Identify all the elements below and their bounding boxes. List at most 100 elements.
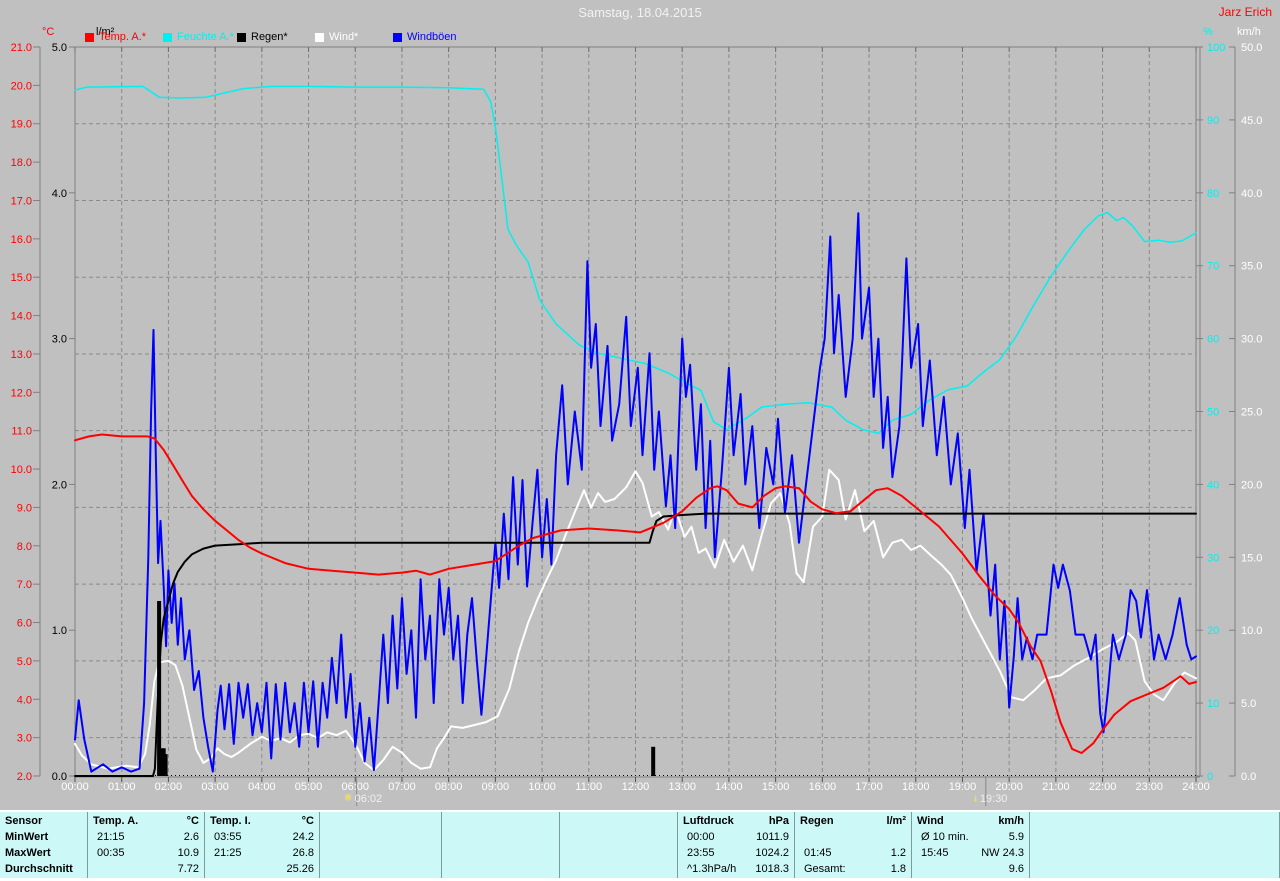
- table-cell-time: 23:55: [687, 847, 715, 859]
- temp-tick-label: 8.0: [17, 541, 32, 553]
- temp-tick-label: 12.0: [11, 387, 32, 399]
- time-tick-label: 20:00: [995, 781, 1023, 793]
- table-col-header: Temp. I.: [210, 815, 251, 827]
- table-col-temp-a: Temp. A. °C 21:15 2.6 00:35 10.9 7.72: [88, 812, 205, 878]
- time-tick-label: 10:00: [528, 781, 556, 793]
- time-tick-label: 01:00: [108, 781, 136, 793]
- wind-tick-label: 15.0: [1241, 552, 1262, 564]
- table-cell-value: 2.6: [183, 831, 199, 843]
- wind-tick-label: 30.0: [1241, 334, 1262, 346]
- table-row-label: MinWert: [5, 831, 49, 843]
- humidity-tick-label: 100: [1207, 42, 1225, 54]
- humidity-tick-label: 0: [1207, 771, 1213, 783]
- summary-table: Sensor MinWert MaxWert Durchschnitt Temp. A.…: [0, 810, 1280, 878]
- legend-swatch-icon: [315, 32, 324, 42]
- rain-bar: [651, 746, 656, 776]
- table-cell-time: [1035, 861, 1039, 877]
- time-tick-label: 24:00: [1182, 781, 1210, 793]
- table-cell-time: 21:25: [214, 847, 242, 859]
- table-cell-time: [447, 845, 451, 861]
- sunset-icon: ↓: [972, 793, 978, 804]
- table-cell-time: [917, 861, 921, 877]
- temp-tick-label: 21.0: [11, 42, 32, 54]
- table-cell-value: NW 24.3: [981, 847, 1024, 859]
- table-cell-time: [210, 861, 214, 877]
- table-cell-time: [565, 829, 569, 845]
- time-tick-label: 14:00: [715, 781, 743, 793]
- table-cell-value: 7.72: [177, 863, 199, 875]
- table-row-label: MaxWert: [5, 847, 51, 859]
- gridlines: [75, 47, 1196, 776]
- table-col-unit: °C: [301, 815, 314, 827]
- table-row-label: Durchschnitt: [5, 863, 73, 875]
- table-col-header: Temp. A.: [93, 815, 139, 827]
- rain-axis-unit: l/m²: [96, 26, 115, 38]
- time-tick-label: 09:00: [482, 781, 510, 793]
- time-tick-label: 03:00: [201, 781, 229, 793]
- time-tick-label: 02:00: [155, 781, 183, 793]
- humidity-tick-label: 60: [1207, 334, 1219, 346]
- legend-label: Wind*: [329, 31, 359, 43]
- rain-tick-label: 4.0: [52, 188, 67, 200]
- table-cell-time: [325, 845, 329, 861]
- table-col-regen: Regen l/m² 01:45 1.2 Gesamt: 1.8: [795, 812, 912, 878]
- table-cell-time: [565, 845, 569, 861]
- table-cell-time: 15:45: [921, 847, 949, 859]
- temp-tick-label: 14.0: [11, 311, 32, 323]
- time-tick-label: 13:00: [668, 781, 696, 793]
- table-col-header: Wind: [917, 815, 944, 827]
- table-cell-value: 1018.3: [755, 863, 789, 875]
- table-cell-value: 24.2: [292, 831, 314, 843]
- humidity-tick-label: 40: [1207, 479, 1219, 491]
- time-tick-label: 12:00: [622, 781, 650, 793]
- table-cell-value: 1.2: [890, 847, 906, 859]
- series-regen: [74, 512, 1197, 777]
- table-cell-value: 26.8: [292, 847, 314, 859]
- table-col-unit: hPa: [768, 815, 789, 827]
- wind-tick-label: 5.0: [1241, 698, 1256, 710]
- wind-tick-label: 40.0: [1241, 188, 1262, 200]
- temp-tick-label: 15.0: [11, 272, 32, 284]
- table-col-luftdruck: Luftdruck hPa 00:00 1011.9 23:55 1024.2 ^1.3hP…: [678, 812, 795, 878]
- table-col-header: Regen: [800, 815, 834, 827]
- temp-tick-label: 2.0: [17, 771, 32, 783]
- legend-label: Windböen: [407, 31, 457, 43]
- humidity-tick-label: 70: [1207, 261, 1219, 273]
- table-cell-time: [565, 861, 569, 877]
- temp-tick-label: 16.0: [11, 234, 32, 246]
- time-tick-label: 08:00: [435, 781, 463, 793]
- time-tick-label: 23:00: [1136, 781, 1164, 793]
- table-col-temp-i: Temp. I. °C 03:55 24.2 21:25 26.8 25.26: [205, 812, 320, 878]
- temp-tick-label: 18.0: [11, 157, 32, 169]
- temp-tick-label: 19.0: [11, 119, 32, 131]
- temp-tick-label: 20.0: [11, 80, 32, 92]
- series: [74, 85, 1197, 777]
- temp-tick-label: 6.0: [17, 618, 32, 630]
- wind-tick-label: 20.0: [1241, 479, 1262, 491]
- legend-item-4: Wind*: [315, 31, 358, 43]
- legend-swatch-icon: [237, 32, 246, 42]
- temp-tick-label: 7.0: [17, 579, 32, 591]
- table-col-wind: Wind km/h Ø 10 min. 5.9 15:45 NW 24.3 9.6: [912, 812, 1030, 878]
- table-cell-value: 10.9: [177, 847, 199, 859]
- rain-bar: [163, 754, 168, 776]
- table-cell-value: 25.26: [286, 863, 314, 875]
- table-cell-time: Gesamt:: [804, 863, 846, 875]
- temp-tick-label: 4.0: [17, 694, 32, 706]
- series-wind: [74, 468, 1197, 772]
- humidity-tick-label: 30: [1207, 552, 1219, 564]
- sunset-marker: ↓ 19:30: [973, 793, 1008, 805]
- rain-tick-label: 2.0: [52, 479, 67, 491]
- table-cell-time: [325, 861, 329, 877]
- wind-tick-label: 50.0: [1241, 42, 1262, 54]
- table-cell-value: 1011.9: [756, 831, 789, 843]
- sunrise-marker: ☀ 06:02: [344, 793, 383, 805]
- rain-tick-label: 1.0: [52, 625, 67, 637]
- table-cell-time: 00:00: [687, 831, 715, 843]
- wind-tick-label: 45.0: [1241, 115, 1262, 127]
- table-cell-time: Ø 10 min.: [921, 831, 969, 843]
- wind-axis-unit: km/h: [1237, 26, 1261, 38]
- legend-swatch-icon: [163, 32, 172, 42]
- legend-label: Temp. A.*: [99, 31, 147, 43]
- time-tick-label: 15:00: [762, 781, 790, 793]
